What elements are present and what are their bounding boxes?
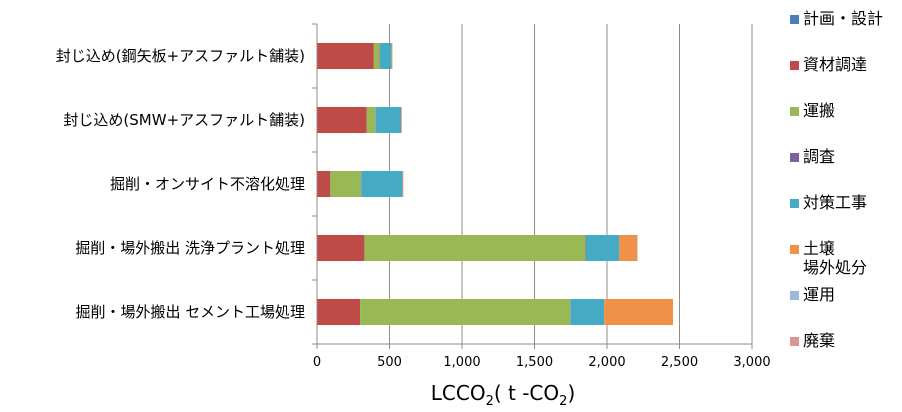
axes — [312, 23, 753, 349]
bar-segment — [317, 299, 361, 325]
bar-segment — [361, 171, 403, 197]
category-label: 封じ込め(鋼矢板+アスファルト舗装) — [56, 47, 305, 65]
bar-segment — [317, 107, 367, 133]
bar-segment — [317, 43, 374, 69]
legend-swatch — [790, 107, 799, 116]
legend-swatch — [790, 291, 799, 300]
legend-label: 対策工事 — [803, 193, 867, 212]
x-tick-label: 2,000 — [588, 355, 625, 370]
bar-segment — [373, 43, 380, 69]
legend-label: 土壌場外処分 — [803, 239, 867, 277]
bar-segment — [366, 107, 376, 133]
legend-swatch — [790, 199, 799, 208]
bar-segment — [585, 235, 620, 261]
category-label: 封じ込め(SMW+アスファルト舗装) — [63, 111, 305, 129]
bar-segment — [317, 171, 331, 197]
x-tick-label: 2,500 — [661, 355, 698, 370]
legend-label: 調査 — [803, 147, 835, 166]
bar-segment — [402, 171, 404, 197]
legend-label: 運搬 — [803, 101, 835, 120]
x-tick-label: 0 — [313, 355, 321, 370]
bar-segment — [391, 43, 393, 69]
bar-segment — [380, 43, 392, 69]
legend-swatch — [790, 15, 799, 24]
legend-swatch — [790, 337, 799, 346]
x-tick-label: 1,500 — [516, 355, 553, 370]
category-labels: 封じ込め(鋼矢板+アスファルト舗装) 封じ込め(SMW+アスファルト舗装) 掘削・オ… — [56, 47, 305, 321]
legend-label: 廃棄 — [803, 331, 835, 350]
legend-label: 計画・設計 — [803, 9, 883, 28]
category-label: 掘削・場外搬出 洗浄プラント処理 — [75, 239, 305, 257]
category-label: 掘削・場外搬出 セメント工場処理 — [76, 303, 305, 321]
x-tick-label: 500 — [377, 355, 402, 370]
bar-segment — [360, 299, 571, 325]
x-tick-label: 1,000 — [443, 355, 480, 370]
x-tick-label: 3,000 — [733, 355, 770, 370]
legend-swatch — [790, 153, 799, 162]
legend-swatch — [790, 61, 799, 70]
bar-segment — [604, 299, 673, 325]
bar-segment — [364, 235, 586, 261]
bars — [317, 43, 673, 325]
bar-segment — [570, 299, 605, 325]
bar-segment — [375, 107, 402, 133]
legend-label: 運用 — [803, 285, 835, 304]
bar-segment — [317, 235, 365, 261]
category-label: 掘削・オンサイト不溶化処理 — [110, 175, 305, 193]
legend-swatch — [790, 245, 799, 254]
bar-segment — [401, 107, 402, 133]
grid-lines — [389, 24, 753, 344]
bar-segment — [330, 171, 361, 197]
x-axis-title: LCCO2( t -CO2) — [431, 381, 576, 409]
x-tick-labels: 0 500 1,000 1,500 2,000 2,500 3,000 — [313, 355, 771, 370]
legend-label: 資材調達 — [803, 55, 867, 74]
bar-segment — [619, 235, 638, 261]
